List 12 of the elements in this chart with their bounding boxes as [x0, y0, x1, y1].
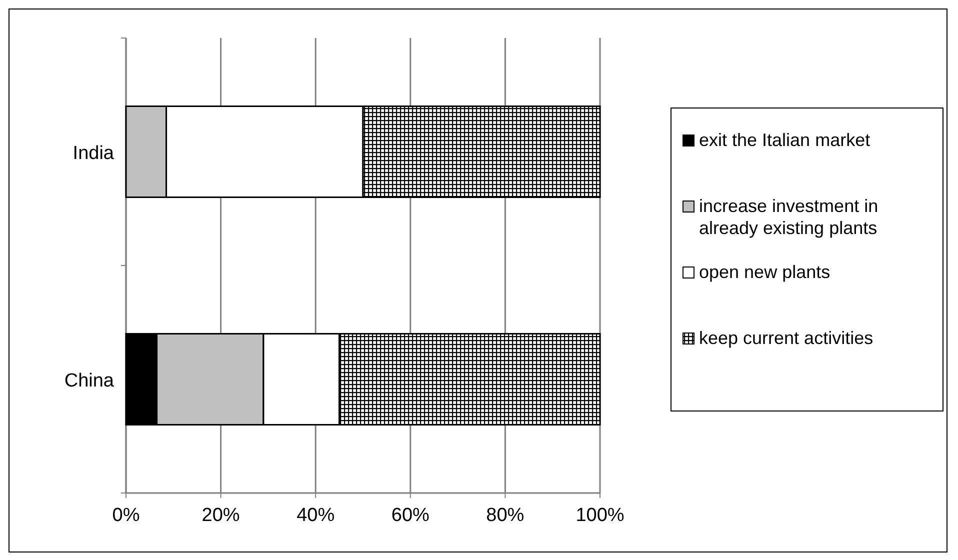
x-tick-label: 20% [202, 505, 240, 526]
y-tick-label: China [64, 370, 114, 392]
x-tick-label: 60% [391, 505, 430, 526]
x-tick-label: 100% [576, 505, 624, 526]
x-tick-label: 80% [486, 505, 524, 526]
legend-label: exit the Italian market [699, 130, 870, 150]
x-tick-label: 40% [296, 505, 335, 526]
legend-label: keep current activities [699, 328, 874, 348]
legend-label: open new plants [699, 262, 830, 282]
y-tick-label: India [72, 142, 114, 164]
x-tick-label: 0% [112, 505, 140, 526]
legend-label: increase investment in already existing plants [699, 196, 878, 238]
